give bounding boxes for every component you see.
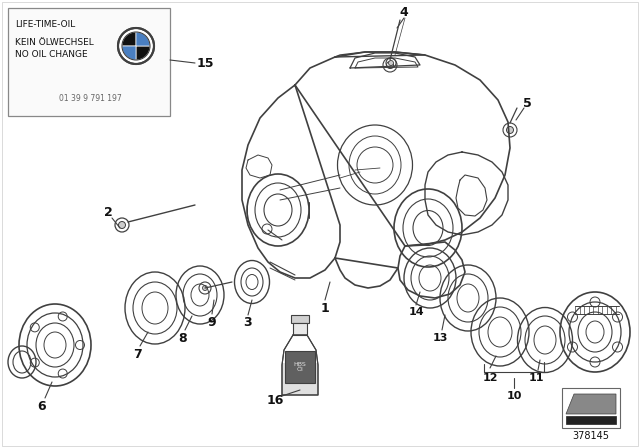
Circle shape: [118, 28, 154, 64]
Bar: [566, 416, 616, 424]
Text: 15: 15: [196, 56, 214, 69]
Text: KEIN ÖLWECHSEL: KEIN ÖLWECHSEL: [15, 38, 93, 47]
Bar: [562, 388, 620, 428]
Text: 4: 4: [399, 5, 408, 18]
Text: 10: 10: [506, 391, 522, 401]
Circle shape: [506, 126, 513, 134]
Text: 12: 12: [483, 373, 498, 383]
Text: 01 39 9 791 197: 01 39 9 791 197: [59, 94, 122, 103]
Bar: [282, 363, 318, 395]
Bar: [285, 351, 315, 383]
Wedge shape: [122, 32, 136, 46]
Wedge shape: [122, 46, 136, 60]
Circle shape: [388, 60, 394, 65]
Text: 2: 2: [104, 206, 113, 219]
Text: 8: 8: [179, 332, 188, 345]
Text: LIFE-TIME-OIL: LIFE-TIME-OIL: [15, 20, 76, 29]
Wedge shape: [136, 32, 150, 46]
Text: HBS
Öl: HBS Öl: [294, 362, 307, 372]
Circle shape: [118, 221, 125, 228]
Bar: [293, 323, 307, 335]
Text: 16: 16: [266, 393, 284, 406]
Text: 378145: 378145: [573, 431, 609, 441]
Text: 7: 7: [134, 348, 142, 361]
Bar: [8, 8, 170, 116]
Text: 5: 5: [523, 96, 531, 109]
Polygon shape: [566, 394, 616, 414]
Bar: [291, 315, 309, 323]
Text: 3: 3: [244, 315, 252, 328]
Text: 14: 14: [408, 307, 424, 317]
Text: 13: 13: [432, 333, 448, 343]
Wedge shape: [136, 46, 150, 60]
Text: 6: 6: [38, 400, 46, 413]
Text: NO OIL CHANGE: NO OIL CHANGE: [15, 49, 88, 59]
Text: 11: 11: [528, 373, 544, 383]
Circle shape: [202, 285, 207, 290]
Text: 1: 1: [321, 302, 330, 314]
Text: 9: 9: [208, 315, 216, 328]
